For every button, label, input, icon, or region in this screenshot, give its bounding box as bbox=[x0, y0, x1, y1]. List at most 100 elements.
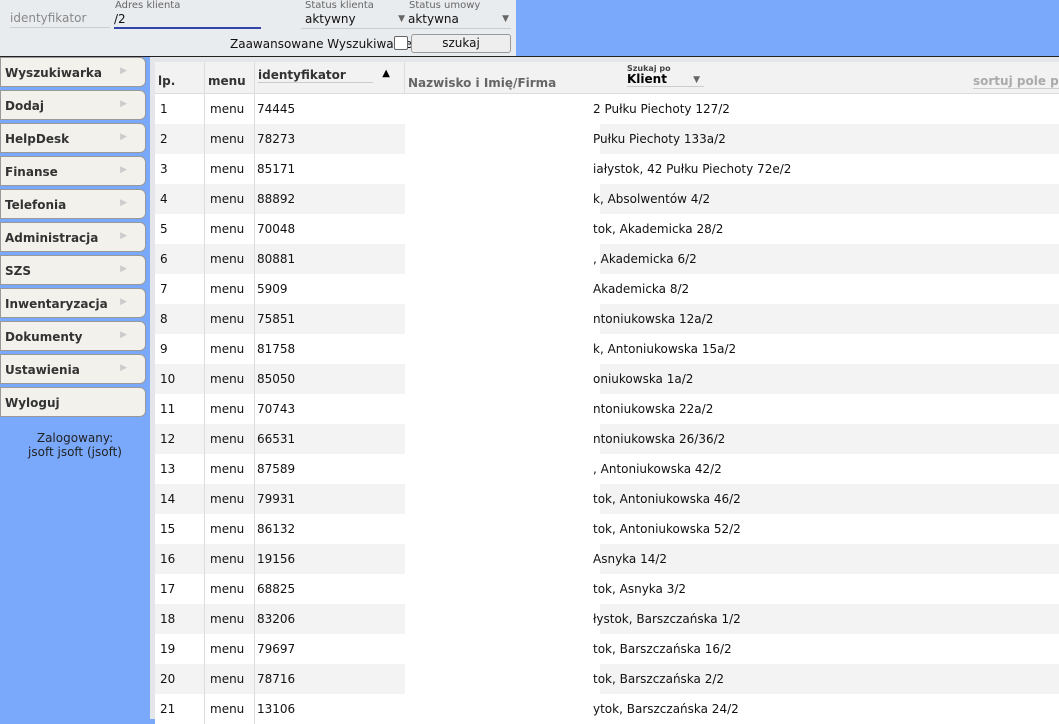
cell-menu-link[interactable]: menu bbox=[210, 612, 245, 626]
table-row[interactable]: 1 menu 74445 2 Pułku Piechoty 127/2 bbox=[155, 94, 1059, 124]
sidebar-item-ustawienia[interactable]: Ustawienia ▶ bbox=[0, 354, 146, 384]
results-table: lp. menu identyfikator ▲ Nazwisko i Imię/… bbox=[155, 62, 1059, 724]
identyfikator-input[interactable]: identyfikator bbox=[10, 10, 110, 28]
cell-menu-link[interactable]: menu bbox=[210, 192, 245, 206]
cell-menu-link[interactable]: menu bbox=[210, 672, 245, 686]
cell-menu-link[interactable]: menu bbox=[210, 132, 245, 146]
cell-id[interactable]: 85050 bbox=[257, 372, 296, 386]
cell-menu-link[interactable]: menu bbox=[210, 252, 245, 266]
cell-id[interactable]: 70048 bbox=[257, 222, 296, 236]
contract-status-value: aktywna bbox=[408, 12, 459, 26]
cell-id[interactable]: 78716 bbox=[257, 672, 296, 686]
sidebar-item-telefonia[interactable]: Telefonia ▶ bbox=[0, 189, 146, 219]
sort-asc-icon[interactable]: ▲ bbox=[382, 68, 390, 79]
cell-name bbox=[405, 424, 600, 454]
table-row[interactable]: 3 menu 85171 iałystok, 42 Pułku Piechoty 72… bbox=[155, 154, 1059, 184]
chevron-right-icon: ▶ bbox=[120, 231, 127, 241]
sidebar-item-helpdesk[interactable]: HelpDesk ▶ bbox=[0, 123, 146, 153]
cell-id[interactable]: 75851 bbox=[257, 312, 296, 326]
cell-id[interactable]: 81758 bbox=[257, 342, 296, 356]
sort-field-input[interactable]: sortuj pole po bbox=[973, 74, 1059, 89]
sidebar-item-inwentaryzacja[interactable]: Inwentaryzacja ▶ bbox=[0, 288, 146, 318]
cell-menu-link[interactable]: menu bbox=[210, 552, 245, 566]
advanced-search-checkbox[interactable] bbox=[394, 36, 408, 50]
table-row[interactable]: 4 menu 88892 k, Absolwentów 4/2 bbox=[155, 184, 1059, 214]
contract-status-select[interactable]: aktywna ▼ bbox=[404, 11, 511, 29]
table-row[interactable]: 17 menu 68825 tok, Asnyka 3/2 bbox=[155, 574, 1059, 604]
cell-id[interactable]: 86132 bbox=[257, 522, 296, 536]
cell-id[interactable]: 78273 bbox=[257, 132, 296, 146]
cell-address: oniukowska 1a/2 bbox=[593, 372, 694, 386]
table-row[interactable]: 2 menu 78273 Pułku Piechoty 133a/2 bbox=[155, 124, 1059, 154]
cell-name bbox=[405, 364, 600, 394]
cell-id[interactable]: 80881 bbox=[257, 252, 296, 266]
cell-id[interactable]: 85171 bbox=[257, 162, 296, 176]
cell-id[interactable]: 83206 bbox=[257, 612, 296, 626]
cell-address: Akademicka 8/2 bbox=[593, 282, 690, 296]
table-row[interactable]: 21 menu 13106 ytok, Barszczańska 24/2 bbox=[155, 694, 1059, 724]
cell-address: k, Absolwentów 4/2 bbox=[593, 192, 711, 206]
cell-id[interactable]: 79931 bbox=[257, 492, 296, 506]
table-row[interactable]: 18 menu 83206 łystok, Barszczańska 1/2 bbox=[155, 604, 1059, 634]
table-row[interactable]: 16 menu 19156 Asnyka 14/2 bbox=[155, 544, 1059, 574]
cell-menu-link[interactable]: menu bbox=[210, 522, 245, 536]
cell-menu-link[interactable]: menu bbox=[210, 342, 245, 356]
cell-menu-link[interactable]: menu bbox=[210, 222, 245, 236]
cell-menu-link[interactable]: menu bbox=[210, 642, 245, 656]
sidebar-item-wyloguj[interactable]: Wyloguj bbox=[0, 387, 146, 417]
cell-menu-link[interactable]: menu bbox=[210, 102, 245, 116]
table-row[interactable]: 7 menu 5909 Akademicka 8/2 bbox=[155, 274, 1059, 304]
cell-menu-link[interactable]: menu bbox=[210, 492, 245, 506]
client-status-select[interactable]: aktywny ▼ bbox=[301, 11, 405, 29]
table-row[interactable]: 13 menu 87589 , Antoniukowska 42/2 bbox=[155, 454, 1059, 484]
table-row[interactable]: 15 menu 86132 tok, Antoniukowska 52/2 bbox=[155, 514, 1059, 544]
cell-menu-link[interactable]: menu bbox=[210, 372, 245, 386]
table-row[interactable]: 14 menu 79931 tok, Antoniukowska 46/2 bbox=[155, 484, 1059, 514]
cell-id[interactable]: 68825 bbox=[257, 582, 296, 596]
header-id[interactable]: identyfikator ▲ bbox=[255, 62, 405, 94]
table-row[interactable]: 9 menu 81758 k, Antoniukowska 15a/2 bbox=[155, 334, 1059, 364]
address-input[interactable]: /2 bbox=[114, 11, 261, 29]
table-row[interactable]: 5 menu 70048 tok, Akademicka 28/2 bbox=[155, 214, 1059, 244]
search-by-select[interactable]: Szukaj po Klient ▼ bbox=[627, 65, 704, 87]
table-row[interactable]: 19 menu 79697 tok, Barszczańska 16/2 bbox=[155, 634, 1059, 664]
sidebar-item-finanse[interactable]: Finanse ▶ bbox=[0, 156, 146, 186]
table-row[interactable]: 8 menu 75851 ntoniukowska 12a/2 bbox=[155, 304, 1059, 334]
cell-id[interactable]: 87589 bbox=[257, 462, 296, 476]
chevron-down-icon: ▼ bbox=[502, 14, 509, 24]
sidebar-item-dodaj[interactable]: Dodaj ▶ bbox=[0, 90, 146, 120]
cell-address: tok, Antoniukowska 52/2 bbox=[593, 522, 741, 536]
sidebar-item-wyszukiwarka[interactable]: Wyszukiwarka ▶ bbox=[0, 57, 146, 87]
cell-address: tok, Akademicka 28/2 bbox=[593, 222, 724, 236]
cell-menu-link[interactable]: menu bbox=[210, 312, 245, 326]
table-row[interactable]: 10 menu 85050 oniukowska 1a/2 bbox=[155, 364, 1059, 394]
cell-id[interactable]: 19156 bbox=[257, 552, 296, 566]
cell-id[interactable]: 5909 bbox=[257, 282, 288, 296]
cell-id[interactable]: 74445 bbox=[257, 102, 296, 116]
sidebar-item-dokumenty[interactable]: Dokumenty ▶ bbox=[0, 321, 146, 351]
cell-menu-link[interactable]: menu bbox=[210, 162, 245, 176]
header-name[interactable]: Nazwisko i Imię/Firma bbox=[408, 76, 557, 90]
cell-menu-link[interactable]: menu bbox=[210, 462, 245, 476]
table-row[interactable]: 6 menu 80881 , Akademicka 6/2 bbox=[155, 244, 1059, 274]
cell-menu-link[interactable]: menu bbox=[210, 282, 245, 296]
chevron-right-icon: ▶ bbox=[120, 363, 127, 373]
header-lp[interactable]: lp. bbox=[155, 62, 205, 94]
sidebar-item-administracja[interactable]: Administracja ▶ bbox=[0, 222, 146, 252]
table-row[interactable]: 12 menu 66531 ntoniukowska 26/36/2 bbox=[155, 424, 1059, 454]
cell-menu-link[interactable]: menu bbox=[210, 402, 245, 416]
cell-name bbox=[405, 124, 600, 154]
cell-id[interactable]: 79697 bbox=[257, 642, 296, 656]
cell-id[interactable]: 88892 bbox=[257, 192, 296, 206]
cell-id[interactable]: 70743 bbox=[257, 402, 296, 416]
cell-menu-link[interactable]: menu bbox=[210, 702, 245, 716]
cell-id[interactable]: 66531 bbox=[257, 432, 296, 446]
sidebar-item-szs[interactable]: SZS ▶ bbox=[0, 255, 146, 285]
cell-menu-link[interactable]: menu bbox=[210, 582, 245, 596]
table-row[interactable]: 20 menu 78716 tok, Barszczańska 2/2 bbox=[155, 664, 1059, 694]
table-row[interactable]: 11 menu 70743 ntoniukowska 22a/2 bbox=[155, 394, 1059, 424]
cell-id[interactable]: 13106 bbox=[257, 702, 296, 716]
results-area: lp. menu identyfikator ▲ Nazwisko i Imię/… bbox=[150, 57, 1059, 724]
search-button[interactable]: szukaj bbox=[411, 34, 511, 53]
cell-menu-link[interactable]: menu bbox=[210, 432, 245, 446]
